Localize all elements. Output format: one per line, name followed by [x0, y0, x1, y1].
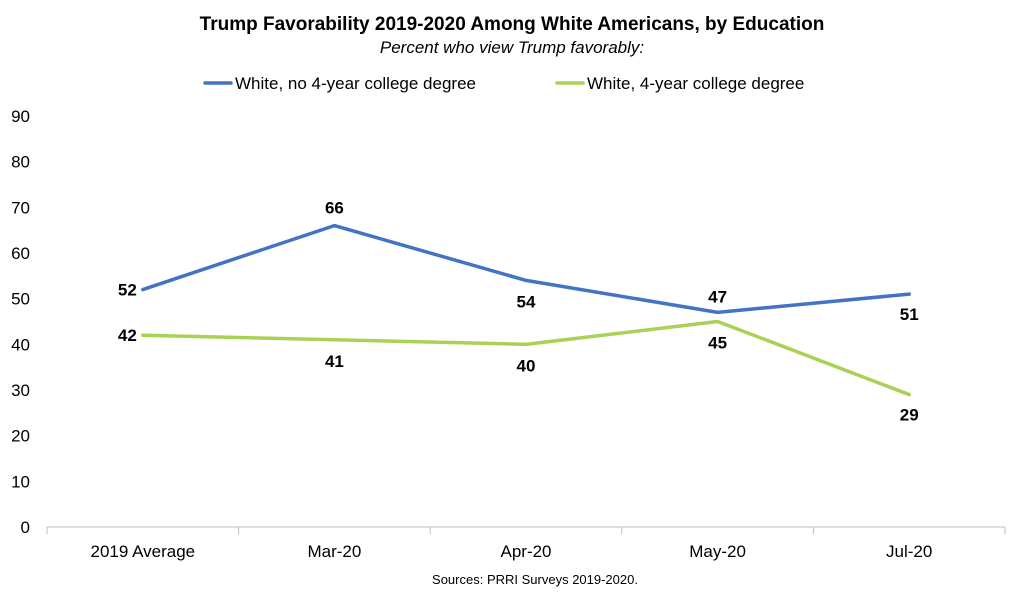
data-label: 41 — [325, 352, 344, 371]
x-tick-label: 2019 Average — [90, 542, 195, 561]
legend-label-1: White, no 4-year college degree — [235, 74, 476, 93]
source-note: Sources: PRRI Surveys 2019-2020. — [432, 572, 638, 587]
x-tick-label: Jul-20 — [886, 542, 932, 561]
series-line-2 — [141, 319, 911, 397]
data-label: 51 — [900, 305, 919, 324]
legend-label-2: White, 4-year college degree — [587, 74, 804, 93]
data-labels: 52 66 54 47 51 42 41 40 45 29 — [118, 199, 919, 425]
data-label: 29 — [900, 406, 919, 425]
y-tick-label: 10 — [11, 472, 30, 491]
y-tick-label: 40 — [11, 335, 30, 354]
y-axis: 0 10 20 30 40 50 60 70 80 90 — [11, 107, 30, 537]
chart-title: Trump Favorability 2019-2020 Among White… — [200, 14, 825, 35]
x-tick-label: Mar-20 — [307, 542, 361, 561]
y-tick-label: 80 — [11, 153, 30, 172]
data-label: 45 — [708, 334, 727, 353]
y-tick-label: 30 — [11, 381, 30, 400]
x-tick-label: May-20 — [689, 542, 746, 561]
data-label: 40 — [517, 356, 536, 375]
series-layer — [141, 223, 911, 397]
y-tick-label: 50 — [11, 290, 30, 309]
x-axis: 2019 Average Mar-20 Apr-20 May-20 Jul-20 — [46, 526, 1006, 561]
legend: White, no 4-year college degree White, 4-… — [203, 74, 804, 93]
y-tick-label: 20 — [11, 427, 30, 446]
x-tick-label: Apr-20 — [500, 542, 551, 561]
chart-subtitle: Percent who view Trump favorably: — [380, 38, 645, 57]
data-label: 54 — [517, 292, 536, 311]
data-label: 47 — [708, 287, 727, 306]
y-tick-label: 70 — [11, 198, 30, 217]
data-label: 42 — [118, 326, 137, 345]
y-tick-label: 60 — [11, 244, 30, 263]
y-tick-label: 0 — [21, 518, 30, 537]
data-label: 52 — [118, 281, 137, 300]
data-label: 66 — [325, 199, 344, 218]
series-line-1 — [141, 223, 911, 315]
y-tick-label: 90 — [11, 107, 30, 126]
